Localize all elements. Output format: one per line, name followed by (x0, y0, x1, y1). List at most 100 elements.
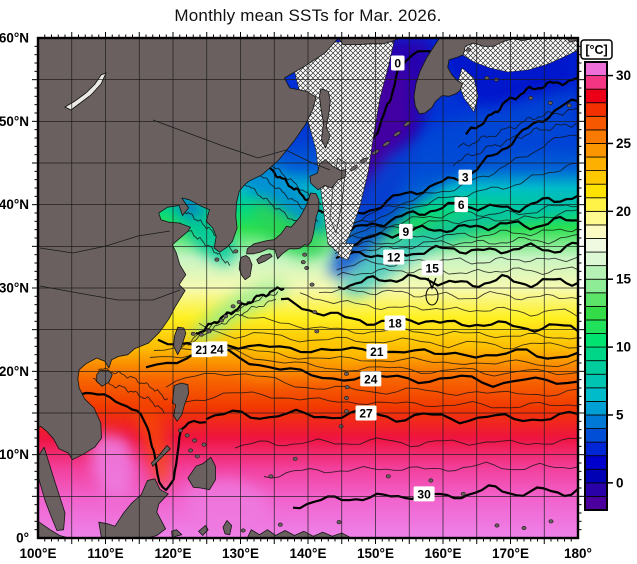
contour-label: 30 (413, 486, 435, 502)
lat-axis-label: 0° (16, 531, 29, 546)
contour-label: 21 (366, 343, 388, 359)
colorbar-tick-label: 0 (616, 475, 624, 490)
lon-axis-label: 120°E (155, 546, 192, 561)
lake-baikal (64, 72, 107, 111)
colorbar-segment (584, 278, 608, 294)
colorbar-segment (584, 346, 608, 362)
island-speck (484, 75, 490, 80)
island-speck (198, 332, 204, 337)
colorbar-segment (584, 75, 608, 90)
axes: 100°E 110°E 120°E 130°E 140°E 150°E 160°E 170°E… (0, 31, 592, 562)
lon-axis-label: 110°E (87, 546, 123, 561)
colorbar-segment (584, 129, 608, 144)
colorbar-segment (584, 170, 608, 185)
colorbar-segment (584, 305, 608, 321)
mindanao (187, 456, 216, 491)
colorbar-segment (584, 115, 608, 131)
contour-label: 18 (384, 315, 406, 331)
island-speck (547, 100, 553, 105)
island-speck (233, 249, 239, 254)
island-speck (201, 442, 207, 447)
colorbar-segment (584, 224, 608, 239)
colorbar-tick-label: 10 (616, 340, 631, 355)
svg-text:0: 0 (394, 57, 401, 71)
island-speck (528, 95, 534, 100)
chart-title: Monthly mean SSTs for Mar. 2026. (174, 6, 442, 25)
hokkaido (309, 159, 347, 191)
sumatra-corner (38, 520, 70, 538)
contour-label: 27 (355, 405, 377, 421)
kamchatka-koryak (413, 38, 542, 115)
lon-axis-label: 150°E (357, 546, 394, 561)
island-speck (344, 409, 349, 414)
svg-text:24: 24 (364, 372, 378, 386)
svg-text:24: 24 (210, 342, 224, 356)
borneo (98, 478, 169, 538)
island-speck (338, 424, 344, 429)
lat-axis-label: 50°N (0, 114, 29, 129)
island-speck (268, 474, 274, 479)
contour-label: 3 (458, 169, 473, 185)
sakhalin (319, 88, 331, 149)
island-speck (428, 478, 434, 483)
svg-text:9: 9 (403, 225, 410, 239)
island-speck (312, 310, 318, 315)
colorbar-segment (584, 468, 608, 484)
malay-peninsula (38, 446, 66, 531)
colorbar-tick-label: 15 (616, 272, 632, 287)
river (39, 285, 181, 301)
svg-text:12: 12 (387, 251, 401, 265)
island-speck (521, 525, 527, 530)
island-speck (194, 454, 200, 459)
landmasses (38, 38, 578, 538)
island-speck (184, 433, 190, 438)
colorbar-segment (584, 292, 608, 307)
contour-label: 24 (206, 341, 228, 357)
kuril-island (350, 165, 358, 171)
honshu (246, 192, 320, 260)
colorbar-segment (584, 88, 608, 104)
colorbar-segment (584, 102, 608, 117)
colorbar-segment (584, 455, 608, 470)
colorbar-segment (584, 387, 608, 402)
colorbar-tick-label: 20 (616, 204, 631, 219)
svg-text:18: 18 (388, 317, 402, 331)
island-speck (292, 456, 298, 461)
colorbar-segment (584, 414, 608, 429)
lat-axis-label: 30°N (0, 281, 29, 296)
colorbar-tick-label: 5 (616, 407, 624, 422)
halmahera (222, 520, 233, 536)
new-guinea-coast (246, 529, 351, 538)
island-speck (385, 474, 391, 479)
island-speck (314, 329, 320, 334)
island-speck (300, 260, 306, 265)
luzon (171, 382, 189, 422)
island-speck (302, 252, 308, 257)
contour-label: 0 (391, 55, 405, 71)
graticule (38, 38, 578, 538)
colorbar-segment (584, 183, 608, 199)
island-speck (188, 448, 193, 453)
lon-axis-label: 170°E (492, 546, 529, 561)
asia-mainland (38, 38, 339, 461)
island-speck (336, 520, 342, 525)
island-speck (309, 282, 315, 287)
shikoku (256, 253, 273, 265)
kuril-island (393, 130, 401, 137)
colorbar-segment (584, 333, 608, 348)
colorbar-segment (584, 197, 608, 212)
sst-region-subarctic-teal-band (338, 188, 578, 296)
colorbar-tick-label: 30 (616, 68, 631, 83)
colorbar: 0 5 10 15 20 25 30 [°C] (580, 39, 632, 511)
contour-label: 15 (421, 260, 443, 276)
island-speck (223, 314, 229, 319)
lon-axis-label: 100°E (20, 546, 57, 561)
svg-text:3: 3 (462, 171, 469, 185)
colorbar-segment (584, 156, 608, 172)
lat-axis-label: 40°N (0, 197, 29, 212)
lon-axis-label: 140°E (290, 546, 327, 561)
contour-label: 24 (360, 371, 382, 387)
svg-text:21: 21 (370, 345, 384, 359)
